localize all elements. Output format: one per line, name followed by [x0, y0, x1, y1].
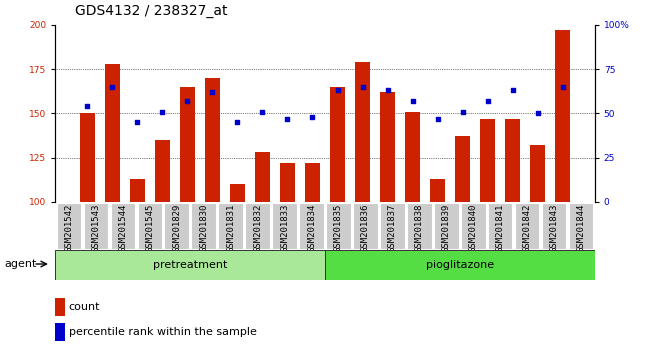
Bar [555, 30, 570, 202]
Bar [272, 203, 296, 249]
Point [207, 89, 218, 95]
Text: GSM201835: GSM201835 [334, 204, 343, 252]
Text: GSM201834: GSM201834 [307, 204, 316, 252]
Text: GSM201836: GSM201836 [361, 204, 370, 252]
Text: GSM201545: GSM201545 [145, 204, 154, 252]
Bar [408, 203, 432, 249]
Bar [205, 78, 220, 202]
Text: GSM201829: GSM201829 [172, 204, 181, 252]
Point [232, 119, 242, 125]
Bar [515, 203, 540, 249]
Bar [455, 136, 470, 202]
Text: GSM201837: GSM201837 [388, 204, 397, 252]
Bar [542, 203, 566, 249]
Point [282, 116, 293, 121]
Bar [180, 87, 195, 202]
Bar [530, 145, 545, 202]
Bar [111, 203, 135, 249]
Point [182, 98, 192, 104]
Bar [325, 250, 595, 280]
Point [432, 116, 443, 121]
Text: GSM201543: GSM201543 [91, 204, 100, 252]
Text: GSM201831: GSM201831 [226, 204, 235, 252]
Bar [280, 163, 295, 202]
Text: GSM201838: GSM201838 [415, 204, 424, 252]
Bar [480, 119, 495, 202]
Text: pioglitazone: pioglitazone [426, 259, 494, 270]
Bar [130, 179, 145, 202]
Bar [326, 203, 350, 249]
Bar [430, 179, 445, 202]
Bar [55, 323, 65, 341]
Text: GSM201542: GSM201542 [64, 204, 73, 252]
Point [458, 109, 468, 114]
Point [532, 110, 543, 116]
Bar [57, 203, 81, 249]
Point [408, 98, 418, 104]
Bar [300, 203, 324, 249]
Bar [155, 140, 170, 202]
Bar [164, 203, 188, 249]
Bar [434, 203, 458, 249]
Bar [305, 163, 320, 202]
Text: percentile rank within the sample: percentile rank within the sample [69, 327, 257, 337]
Point [558, 84, 568, 90]
Bar [80, 113, 95, 202]
Point [257, 109, 268, 114]
Bar [218, 203, 242, 249]
Bar [380, 92, 395, 202]
Text: GSM201839: GSM201839 [442, 204, 451, 252]
Text: GSM201844: GSM201844 [577, 204, 586, 252]
Bar [355, 62, 370, 202]
Text: pretreatment: pretreatment [153, 259, 228, 270]
Bar [488, 203, 512, 249]
Text: GSM201833: GSM201833 [280, 204, 289, 252]
Point [508, 87, 518, 93]
Bar [569, 203, 593, 249]
Point [132, 119, 142, 125]
Bar [354, 203, 378, 249]
Bar [462, 203, 486, 249]
Bar [138, 203, 162, 249]
Bar [405, 112, 420, 202]
Bar [230, 184, 245, 202]
Point [332, 87, 343, 93]
Bar [192, 203, 216, 249]
Text: GSM201840: GSM201840 [469, 204, 478, 252]
Bar [84, 203, 108, 249]
Point [157, 109, 168, 114]
Text: GSM201544: GSM201544 [118, 204, 127, 252]
Text: count: count [69, 302, 100, 312]
Point [358, 84, 368, 90]
Point [382, 87, 393, 93]
Bar [330, 87, 345, 202]
Bar [380, 203, 404, 249]
Bar [505, 119, 520, 202]
Text: GSM201843: GSM201843 [550, 204, 559, 252]
Point [107, 84, 118, 90]
Text: GDS4132 / 238327_at: GDS4132 / 238327_at [75, 4, 228, 18]
Point [482, 98, 493, 104]
Bar [255, 152, 270, 202]
Bar [55, 298, 65, 316]
Text: agent: agent [5, 259, 37, 269]
Text: GSM201830: GSM201830 [199, 204, 208, 252]
Text: GSM201841: GSM201841 [496, 204, 505, 252]
Bar [105, 64, 120, 202]
Bar [246, 203, 270, 249]
Bar [55, 250, 325, 280]
Text: GSM201842: GSM201842 [523, 204, 532, 252]
Point [82, 103, 92, 109]
Point [307, 114, 318, 120]
Text: GSM201832: GSM201832 [253, 204, 262, 252]
